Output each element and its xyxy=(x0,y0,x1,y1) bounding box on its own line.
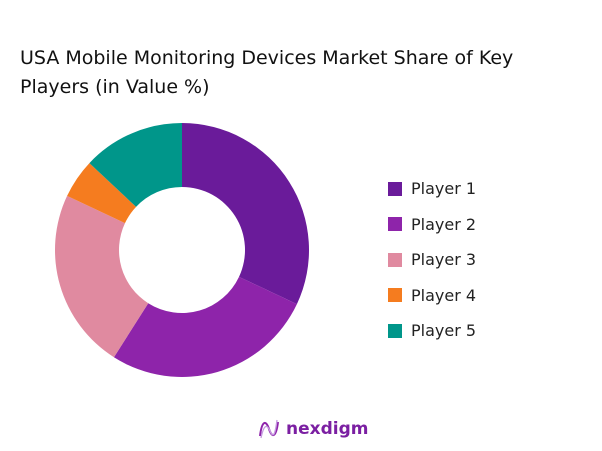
legend-item: Player 1 xyxy=(388,171,476,207)
legend-label: Player 1 xyxy=(411,179,477,199)
slice-player-1 xyxy=(182,123,309,305)
legend-item: Player 4 xyxy=(388,278,476,314)
legend-label: Player 5 xyxy=(411,321,477,341)
slice-player-5 xyxy=(89,123,182,207)
nexdigm-logo: nexdigm xyxy=(258,418,368,440)
slice-player-2 xyxy=(113,276,297,377)
chart-title: USA Mobile Monitoring Devices Market Sha… xyxy=(20,47,514,98)
legend: Player 1 Player 2 Player 3 Player 4 Player 5 xyxy=(388,171,476,349)
slice-player-4 xyxy=(67,163,137,224)
legend-swatch xyxy=(388,288,402,303)
legend-swatch xyxy=(388,323,402,338)
legend-item: Player 3 xyxy=(388,242,476,278)
legend-swatch xyxy=(388,252,402,267)
legend-swatch xyxy=(388,181,402,196)
legend-label: Player 2 xyxy=(411,214,477,234)
brand-name: nexdigm xyxy=(286,419,369,439)
legend-item: Player 2 xyxy=(388,207,476,243)
legend-swatch xyxy=(388,217,402,232)
legend-label: Player 3 xyxy=(411,250,477,270)
legend-label: Player 4 xyxy=(411,285,477,305)
legend-item: Player 5 xyxy=(388,313,476,349)
nexdigm-logo-icon xyxy=(259,419,279,439)
slice-player-3 xyxy=(54,195,149,358)
